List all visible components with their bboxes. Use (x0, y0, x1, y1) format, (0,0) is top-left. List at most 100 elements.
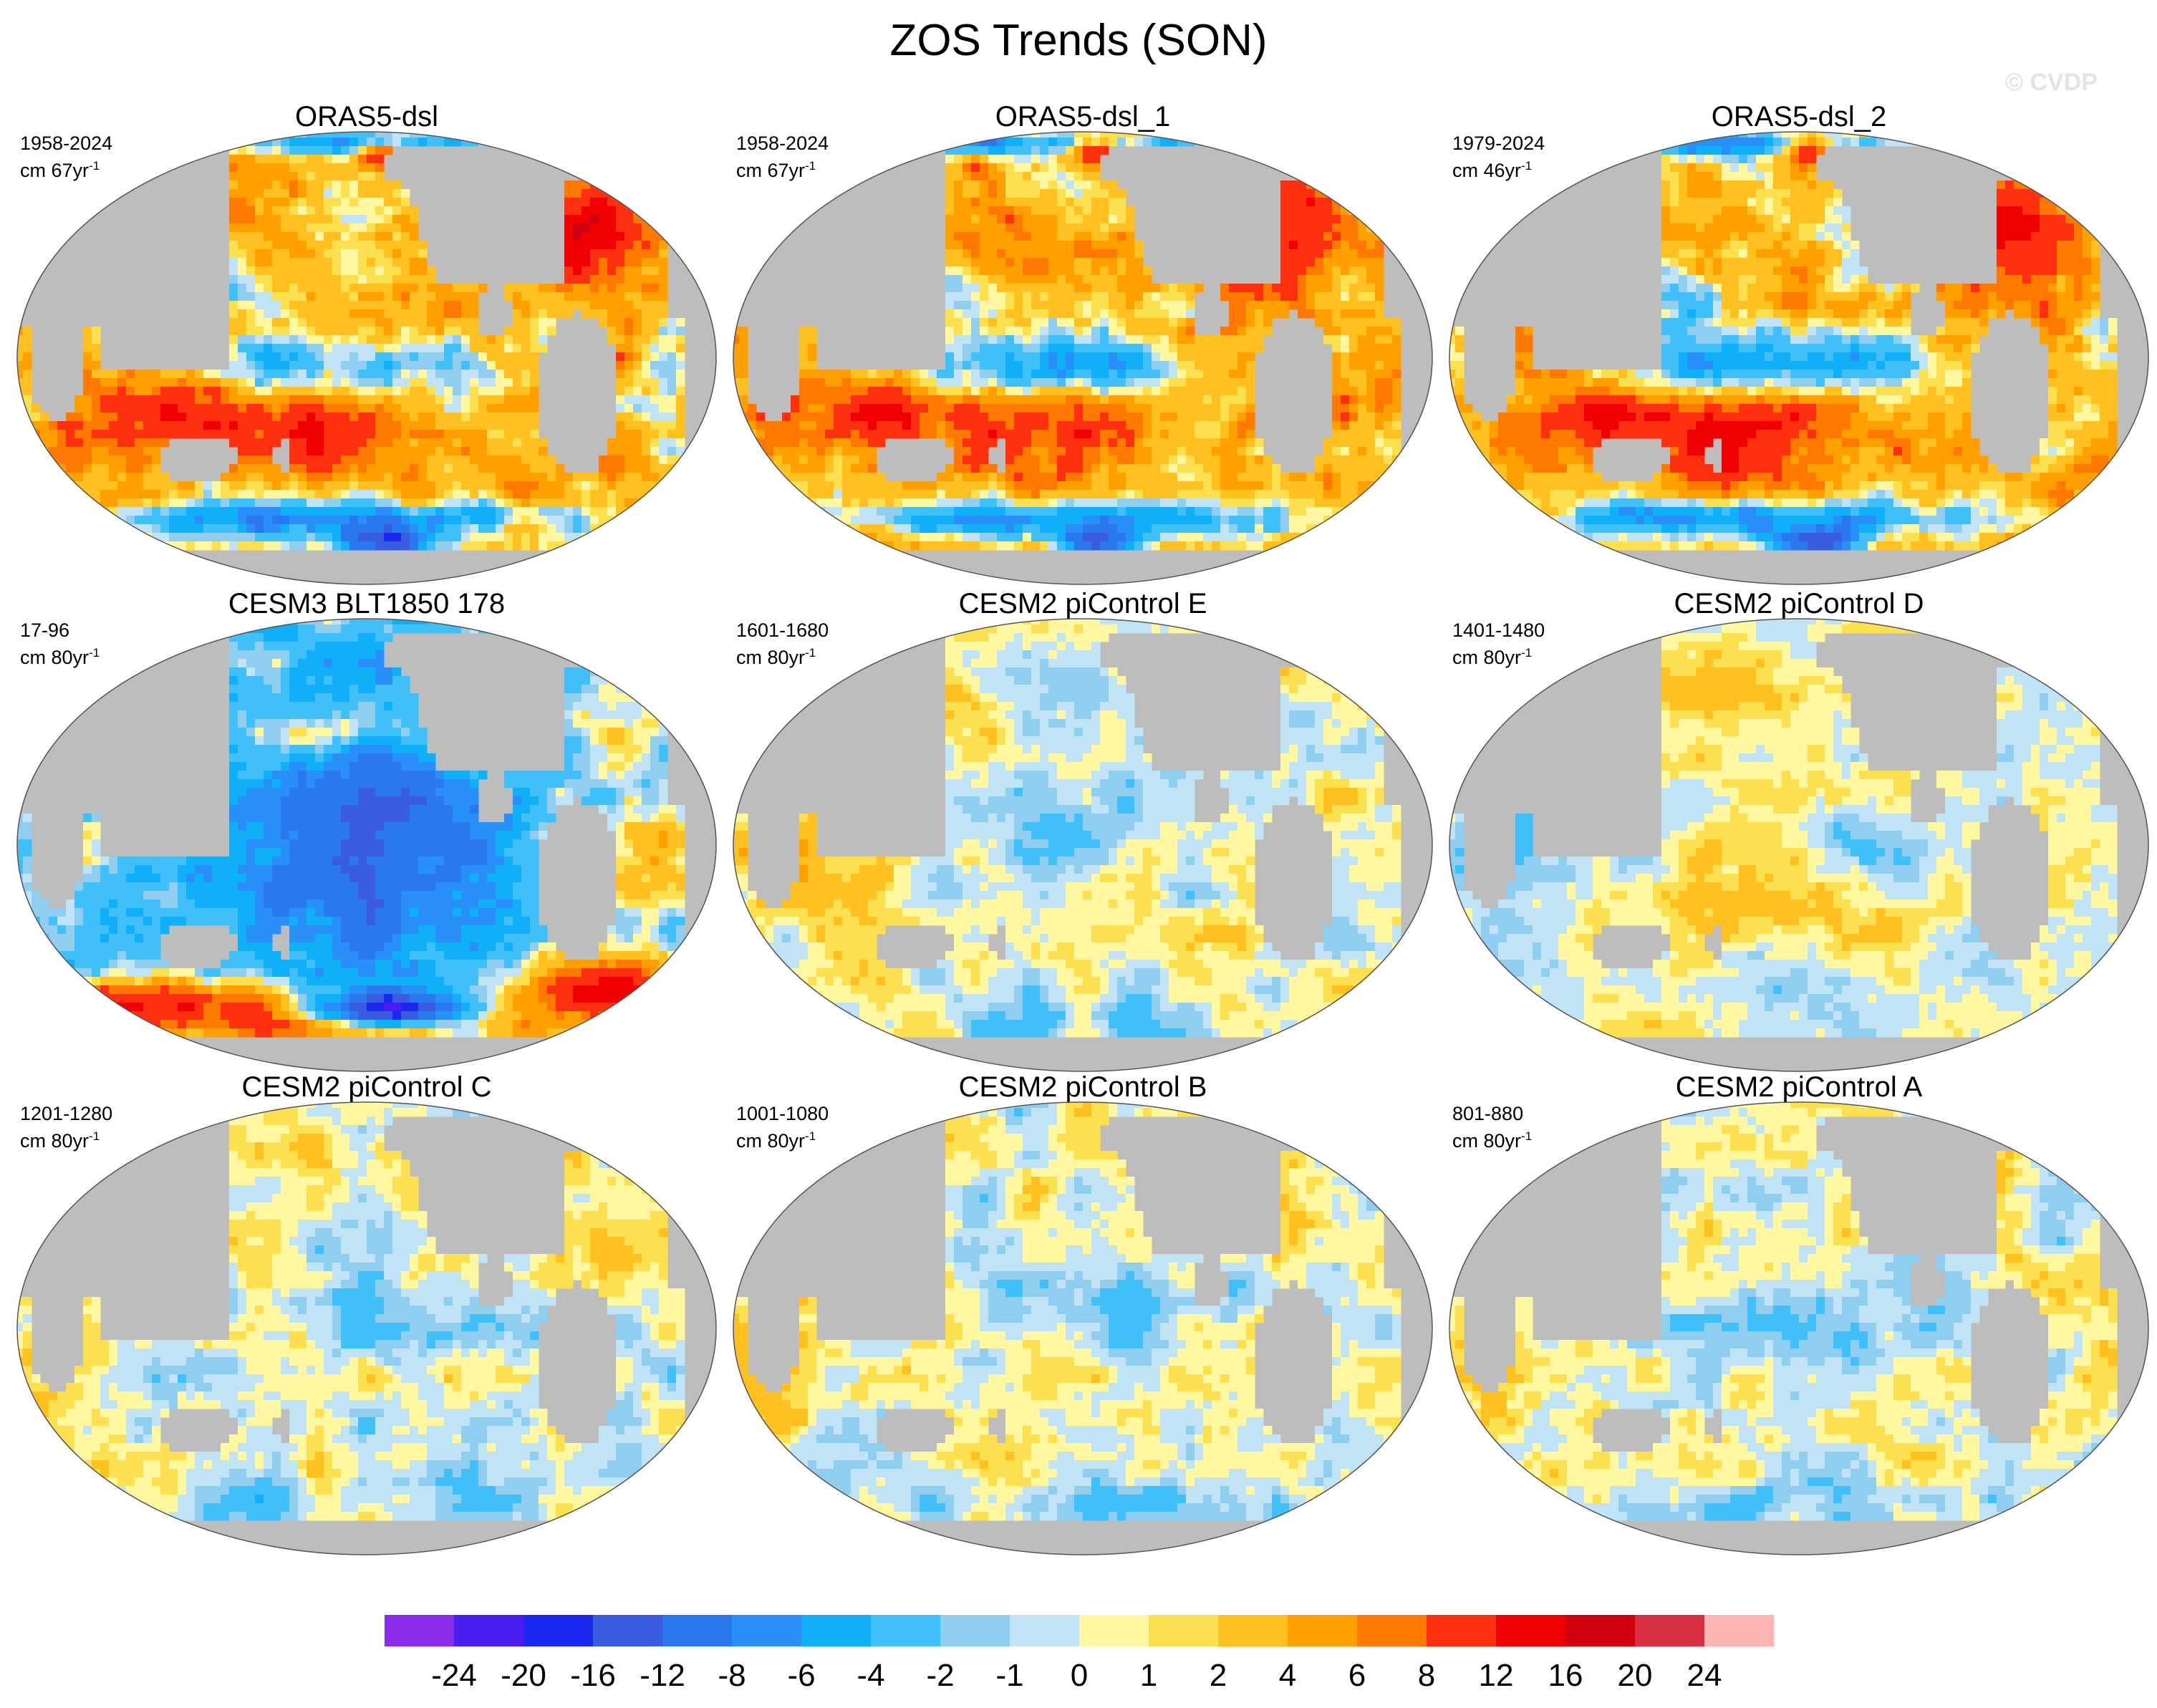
colorbar-swatch (1427, 1615, 1496, 1646)
map-panel: CESM3 BLT1850 178 17-96 cm 80yr-1 (7, 587, 726, 1074)
global-map (16, 1101, 717, 1555)
panel-units-exponent: -1 (1521, 646, 1533, 660)
colorbar-tick-label: 1 (1139, 1658, 1158, 1693)
map-outline (733, 618, 1433, 1072)
colorbar-tick-label: 2 (1209, 1658, 1227, 1693)
colorbar-swatch (385, 1615, 454, 1646)
global-map (1449, 618, 2149, 1072)
panel-title: CESM2 piControl D (1674, 588, 1924, 619)
panel-units-prefix: cm 80yr (20, 1130, 90, 1152)
panel-units-prefix: cm 67yr (20, 160, 90, 181)
panel-units-exponent: -1 (1521, 1129, 1533, 1143)
colorbar-swatch (871, 1615, 940, 1646)
figure-title: ZOS Trends (SON) (889, 16, 1268, 65)
map-outline (1449, 131, 2149, 585)
colorbar-tick-label: -20 (501, 1658, 546, 1693)
panel-title: CESM2 piControl C (241, 1071, 492, 1103)
colorbar-tick-label: -16 (570, 1658, 616, 1693)
colorbar-swatch (1704, 1615, 1774, 1646)
panel-units: cm 67yr-1 (736, 155, 816, 182)
trend-field (17, 619, 716, 1071)
colorbar-swatch (1149, 1615, 1218, 1646)
colorbar-tick-label: 4 (1278, 1658, 1297, 1693)
map-panel: CESM2 piControl B 1001-1080 cm 80yr-1 (723, 1071, 1442, 1558)
map-panel: ORAS5-dsl_1 1958-2024 cm 67yr-1 (723, 100, 1442, 587)
colorbar-tick-label: 8 (1417, 1658, 1436, 1693)
colorbar-swatch (1496, 1615, 1565, 1646)
colorbar-swatch (1010, 1615, 1079, 1646)
colorbar-tick-label: 12 (1478, 1658, 1514, 1693)
global-map (1449, 131, 2149, 585)
panel-years: 1001-1080 (736, 1103, 829, 1124)
panel-units-exponent: -1 (1521, 159, 1533, 173)
colorbar-tick-label: -8 (718, 1658, 746, 1693)
colorbar-swatch (523, 1615, 593, 1646)
cvdp-watermark: © CVDP (2005, 69, 2098, 96)
panel-units-exponent: -1 (89, 646, 100, 660)
global-map (733, 131, 1433, 585)
panel-years: 17-96 (20, 619, 70, 641)
colorbar-tick-label: -24 (431, 1658, 477, 1693)
colorbar-swatch (940, 1615, 1010, 1646)
panel-units-prefix: cm 67yr (736, 160, 806, 181)
panel-units: cm 80yr-1 (20, 1125, 100, 1152)
global-map (733, 1101, 1433, 1555)
map-panel: CESM2 piControl E 1601-1680 cm 80yr-1 (723, 587, 1442, 1074)
map-outline (16, 1101, 717, 1555)
colorbar (385, 1615, 1774, 1646)
colorbar-tick-label: -6 (787, 1658, 816, 1693)
global-map (1449, 1101, 2149, 1555)
panel-units-prefix: cm 80yr (736, 647, 806, 668)
colorbar-swatch (1357, 1615, 1427, 1646)
trend-field (17, 132, 716, 584)
panel-years: 1958-2024 (20, 132, 113, 154)
panel-units: cm 80yr-1 (1452, 642, 1532, 669)
colorbar-swatch (1218, 1615, 1288, 1646)
panel-years: 1601-1680 (736, 619, 829, 641)
colorbar-tick-label: -1 (995, 1658, 1024, 1693)
panel-units-prefix: cm 80yr (1452, 647, 1522, 668)
panel-title: ORAS5-dsl_2 (1711, 101, 1887, 132)
panel-years: 1958-2024 (736, 132, 829, 154)
panel-title: CESM2 piControl E (958, 588, 1207, 619)
panel-years: 1401-1480 (1452, 619, 1545, 641)
map-outline (16, 131, 717, 585)
map-outline (733, 131, 1433, 585)
colorbar-swatch (1635, 1615, 1704, 1646)
panel-units: cm 80yr-1 (736, 642, 816, 669)
panel-units: cm 80yr-1 (20, 642, 100, 669)
panel-units-exponent: -1 (805, 159, 816, 173)
panel-units: cm 80yr-1 (736, 1125, 816, 1152)
trend-field (733, 1102, 1432, 1555)
panel-units: cm 80yr-1 (1452, 1125, 1532, 1152)
map-outline (1449, 1101, 2149, 1555)
colorbar-swatch (662, 1615, 732, 1646)
panel-title: ORAS5-dsl (294, 101, 439, 132)
colorbar-swatch (801, 1615, 871, 1646)
colorbar-swatch (1565, 1615, 1635, 1646)
colorbar-tick-label: -4 (856, 1658, 885, 1693)
panel-years: 801-880 (1452, 1103, 1524, 1124)
panel-title: CESM3 BLT1850 178 (228, 588, 506, 619)
global-map (16, 131, 717, 585)
panel-units-prefix: cm 46yr (1452, 160, 1522, 181)
panel-years: 1201-1280 (20, 1103, 113, 1124)
colorbar-tick-label: 24 (1686, 1658, 1722, 1693)
panel-units-prefix: cm 80yr (20, 647, 90, 668)
colorbar-tick-label: 20 (1617, 1658, 1653, 1693)
map-outline (16, 618, 717, 1072)
trend-field (1449, 132, 2148, 584)
panel-units-prefix: cm 80yr (736, 1130, 806, 1152)
colorbar-tick-label: 0 (1070, 1658, 1089, 1693)
colorbar-tick-label: 6 (1348, 1658, 1366, 1693)
colorbar-tick-label: 16 (1548, 1658, 1583, 1693)
panel-title: ORAS5-dsl_1 (995, 101, 1171, 132)
panel-units-prefix: cm 80yr (1452, 1130, 1522, 1152)
colorbar-swatch (1288, 1615, 1357, 1646)
map-panel: CESM2 piControl C 1201-1280 cm 80yr-1 (7, 1071, 726, 1558)
colorbar-swatch (1079, 1615, 1149, 1646)
map-panel: ORAS5-dsl_2 1979-2024 cm 46yr-1 (1439, 100, 2157, 587)
map-outline (733, 1101, 1433, 1555)
panel-units-exponent: -1 (89, 1129, 100, 1143)
panel-units: cm 46yr-1 (1452, 155, 1532, 182)
